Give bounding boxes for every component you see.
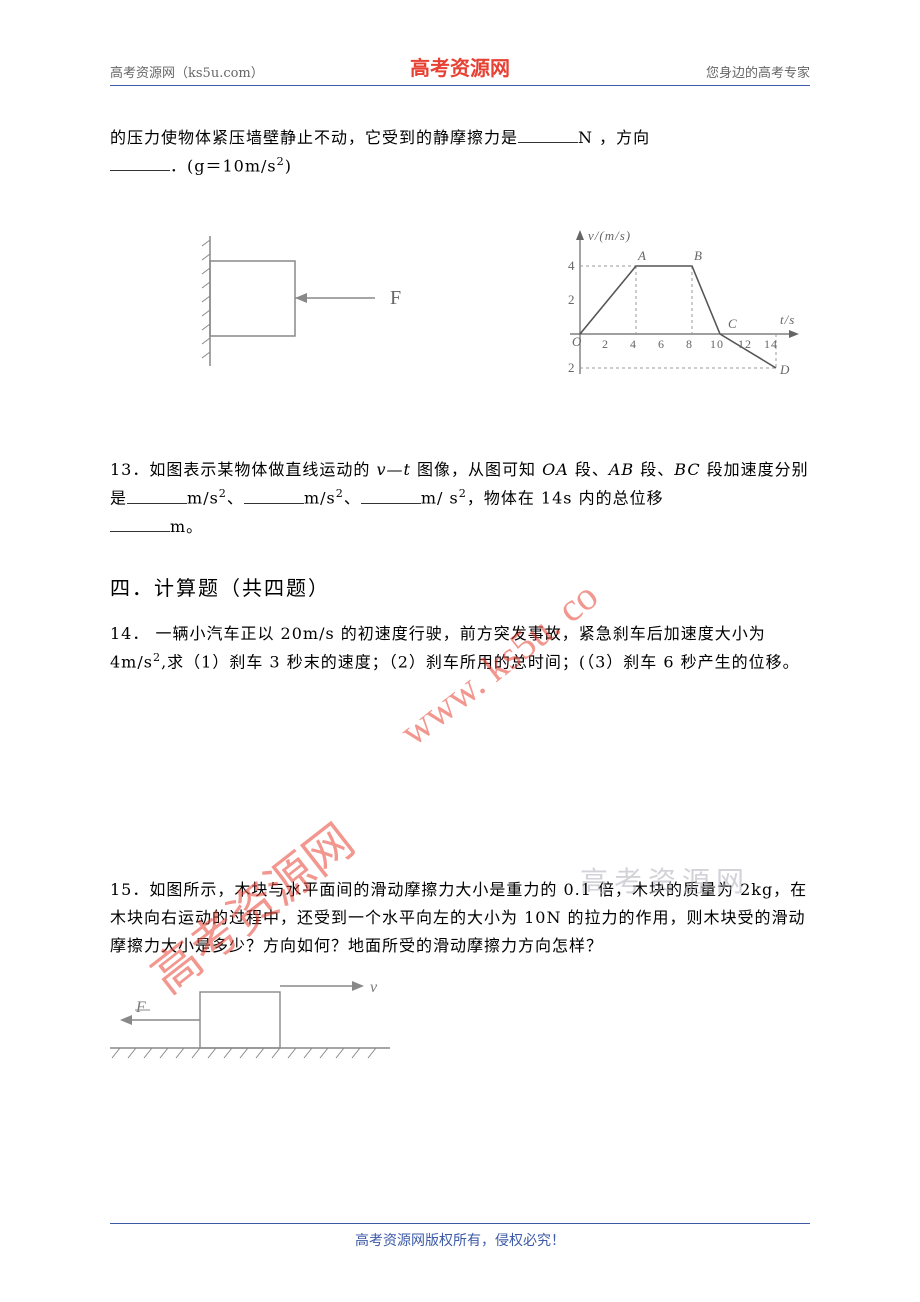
q12-exp: 2 bbox=[277, 155, 285, 168]
y-axis-label: v/(m/s) bbox=[588, 228, 631, 243]
q13-e1: 2 bbox=[219, 487, 227, 500]
q13-ab: AB bbox=[609, 460, 634, 479]
point-D: D bbox=[779, 362, 790, 377]
q14-text2: ,求（1）刹车 3 秒末的速度；（2）刹车所用的总时间；(（3）刹车 6 秒产生… bbox=[161, 652, 800, 671]
x-axis-label: t/s bbox=[780, 312, 795, 327]
figure-block-wall: F bbox=[200, 236, 420, 375]
question-13: 13．如图表示某物体做直线运动的 v—t 图像，从图可知 OA 段、AB 段、B… bbox=[110, 456, 810, 540]
q13-mid1: 图像，从图可知 bbox=[411, 460, 542, 479]
q13-pre: 13．如图表示某物体做直线运动的 bbox=[110, 460, 376, 479]
header-left: 高考资源网（ks5u.com） bbox=[110, 62, 343, 81]
ytick-2: 2 bbox=[568, 292, 576, 307]
figures-row: F v/(m/s) t/s 4 2 2 O bbox=[110, 216, 810, 396]
q15-label-F: F bbox=[135, 999, 147, 1016]
question-12-continued: 的压力使物体紧压墙壁静止不动，它受到的静摩擦力是 N ，方向 ．(g＝10m/s2… bbox=[110, 124, 810, 180]
q13-u3: m/ s bbox=[421, 489, 459, 508]
q13-oa: OA bbox=[542, 460, 569, 479]
q12-text1: 的压力使物体紧压墙壁静止不动，它受到的静摩擦力是 bbox=[110, 128, 518, 147]
xtick-2: 2 bbox=[602, 337, 609, 351]
blank-a-bc bbox=[361, 488, 421, 504]
point-A: A bbox=[637, 248, 647, 263]
q13-e2: 2 bbox=[336, 487, 344, 500]
q15-label-v: v bbox=[370, 979, 378, 996]
xtick-6: 6 bbox=[658, 337, 665, 351]
blank-displacement bbox=[110, 516, 170, 532]
header-center: 高考资源网 bbox=[343, 52, 576, 81]
xtick-10: 10 bbox=[710, 337, 724, 351]
q13-unit-m: m。 bbox=[170, 517, 203, 536]
q12-g: ．(g＝10m/s bbox=[170, 156, 277, 175]
blank-a-oa bbox=[127, 488, 187, 504]
q13-e3: 2 bbox=[459, 487, 467, 500]
q13-s2: 、 bbox=[344, 489, 361, 508]
ytick-neg2: 2 bbox=[568, 360, 576, 375]
page-header: 高考资源网（ks5u.com） 高考资源网 您身边的高考专家 bbox=[110, 56, 810, 86]
ytick-4: 4 bbox=[568, 258, 576, 273]
question-15: 15．如图所示，木块与水平面间的滑动摩擦力大小是重力的 0.1 倍，木块的质量为… bbox=[110, 876, 810, 1079]
q13-seg1: 段、 bbox=[569, 460, 609, 479]
origin-O: O bbox=[572, 334, 582, 349]
q12-unit-n: N ，方向 bbox=[578, 128, 650, 147]
page-footer: 高考资源网版权所有，侵权必究！ bbox=[110, 1223, 810, 1250]
figure-block-friction: F v bbox=[110, 970, 810, 1079]
figure-vt-graph: v/(m/s) t/s 4 2 2 O A B C D 2 4 6 bbox=[550, 224, 810, 403]
q13-vt: v—t bbox=[376, 460, 410, 479]
blank-a-ab bbox=[244, 488, 304, 504]
q12-close: ) bbox=[285, 156, 292, 175]
header-right: 您身边的高考专家 bbox=[577, 62, 810, 81]
q15-text: 15．如图所示，木块与水平面间的滑动摩擦力大小是重力的 0.1 倍，木块的质量为… bbox=[110, 880, 807, 955]
blank-friction-value bbox=[518, 127, 578, 143]
xtick-8: 8 bbox=[686, 337, 693, 351]
q13-u2: m/s bbox=[304, 489, 336, 508]
fig1-label-F: F bbox=[390, 287, 402, 309]
xtick-4: 4 bbox=[630, 337, 637, 351]
xtick-14: 14 bbox=[764, 337, 778, 351]
q14-exp: 2 bbox=[153, 651, 161, 664]
q13-s1: 、 bbox=[227, 489, 244, 508]
q13-u1: m/s bbox=[187, 489, 219, 508]
xtick-12: 12 bbox=[738, 337, 752, 351]
point-C: C bbox=[728, 316, 738, 331]
blank-direction bbox=[110, 155, 170, 171]
q13-tail1: ，物体在 14s 内的总位移 bbox=[467, 489, 664, 508]
question-14: 14． 一辆小汽车正以 20m/s 的初速度行驶，前方突发事故，紧急刹车后加速度… bbox=[110, 620, 810, 676]
q13-bc: BC bbox=[674, 460, 700, 479]
section-4-title: 四．计算题（共四题） bbox=[110, 571, 810, 606]
point-B: B bbox=[694, 248, 703, 263]
page-content: 的压力使物体紧压墙壁静止不动，它受到的静摩擦力是N ，方向 ．(g＝10m/s2… bbox=[110, 110, 810, 1079]
q13-seg2: 段、 bbox=[634, 460, 674, 479]
